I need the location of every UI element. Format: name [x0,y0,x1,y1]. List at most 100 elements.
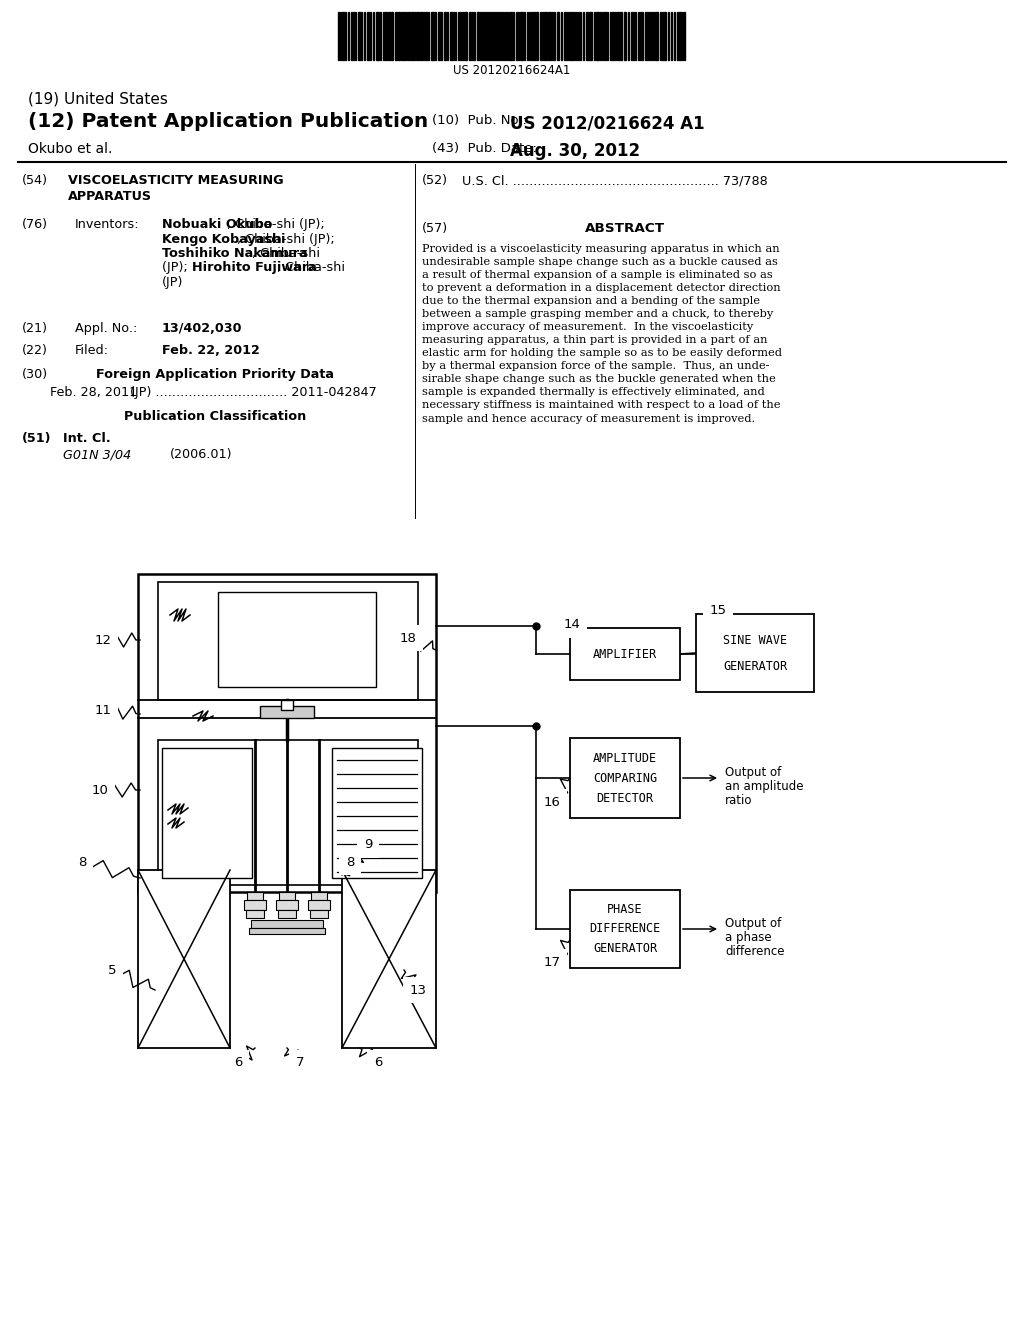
Bar [570,890,680,968]
Text: US 20120216624A1: US 20120216624A1 [454,63,570,77]
Text: G01N 3/04: G01N 3/04 [63,447,131,461]
Text: Toshihiko Nakamura: Toshihiko Nakamura [162,247,307,260]
Bar [376,12,379,59]
Bar [425,12,427,59]
Text: Hirohito Fujiwara: Hirohito Fujiwara [193,261,316,275]
Bar [247,892,263,900]
Bar [388,12,390,59]
Text: Inventors:: Inventors: [75,218,139,231]
Text: (30): (30) [22,368,48,381]
Text: 6: 6 [233,1056,243,1069]
Text: Feb. 22, 2012: Feb. 22, 2012 [162,345,260,356]
Text: 18: 18 [399,631,417,644]
Bar [308,900,330,909]
Bar [403,12,406,59]
Text: 5: 5 [108,964,117,977]
Text: (21): (21) [22,322,48,335]
Bar [438,12,440,59]
Bar [431,12,434,59]
Bar [281,700,293,710]
Text: (22): (22) [22,345,48,356]
Text: (19) United States: (19) United States [28,91,168,106]
Text: 16: 16 [544,796,560,808]
Bar [218,591,376,686]
Bar [564,12,566,59]
Text: ratio: ratio [725,795,753,807]
Bar [279,892,295,900]
Text: an amplitude: an amplitude [725,780,804,793]
Text: (JP) ................................ 2011-042847: (JP) ................................ 20… [130,385,377,399]
Bar [158,741,418,884]
Bar [571,12,573,59]
Text: 7: 7 [296,1056,304,1069]
Text: Nobuaki Okubo: Nobuaki Okubo [162,218,272,231]
Text: 11: 11 [94,704,112,717]
Bar [420,12,422,59]
Text: Provided is a viscoelasticity measuring apparatus in which an
undesirable sample: Provided is a viscoelasticity measuring … [422,244,782,424]
Text: , Chiba-shi (JP);: , Chiba-shi (JP); [237,232,335,246]
Text: COMPARING: COMPARING [593,771,657,784]
Bar [557,12,559,59]
Bar [549,12,551,59]
Text: (JP);: (JP); [162,261,191,275]
Bar [417,12,419,59]
Text: , Chiba-shi: , Chiba-shi [252,247,319,260]
Text: (76): (76) [22,218,48,231]
Bar [332,748,422,878]
Text: Feb. 28, 2011: Feb. 28, 2011 [50,385,137,399]
Text: (54): (54) [22,174,48,187]
Bar [342,870,436,1048]
Bar [162,748,252,878]
Bar [444,12,446,59]
Text: (57): (57) [422,222,449,235]
Text: Appl. No.:: Appl. No.: [75,322,137,335]
Text: (52): (52) [422,174,449,187]
Text: 6: 6 [374,1056,382,1069]
Bar [570,738,680,818]
Text: (12) Patent Application Publication: (12) Patent Application Publication [28,112,428,131]
Text: (10)  Pub. No.:: (10) Pub. No.: [432,114,527,127]
Bar [612,12,614,59]
Bar [589,12,592,59]
Bar [358,12,360,59]
Text: VISCOELASTICITY MEASURING: VISCOELASTICITY MEASURING [68,174,284,187]
Text: GENERATOR: GENERATOR [593,942,657,954]
Text: 8: 8 [346,855,354,869]
Bar [311,892,327,900]
Text: a phase: a phase [725,931,772,944]
Bar [249,928,325,935]
Text: GENERATOR: GENERATOR [723,660,787,672]
Bar [679,12,681,59]
Bar [342,12,344,59]
Bar [251,920,323,928]
Bar [534,12,535,59]
Text: 10: 10 [91,784,109,796]
Text: Publication Classification: Publication Classification [124,411,306,422]
Bar [276,900,298,909]
Text: 15: 15 [710,603,726,616]
Bar [604,12,606,59]
Bar [544,12,546,59]
Text: (51): (51) [22,432,51,445]
Text: Okubo et al.: Okubo et al. [28,143,113,156]
Text: 13: 13 [410,983,427,997]
Text: AMPLIFIER: AMPLIFIER [593,648,657,660]
Bar [158,582,418,700]
Bar [395,12,397,59]
Bar [664,12,666,59]
Text: Output of: Output of [725,917,781,931]
Text: ABSTRACT: ABSTRACT [585,222,665,235]
Bar [624,12,626,59]
Bar [246,909,264,917]
Text: , Chiba-shi (JP);: , Chiba-shi (JP); [227,218,325,231]
Text: 13/402,030: 13/402,030 [162,322,243,335]
Text: Kengo Kobayashi: Kengo Kobayashi [162,232,286,246]
Bar [398,12,400,59]
Text: SINE WAVE: SINE WAVE [723,634,787,647]
Bar [696,614,814,692]
Text: 12: 12 [94,634,112,647]
Text: DETECTOR: DETECTOR [597,792,653,804]
Text: Filed:: Filed: [75,345,109,356]
Text: , Chiba-shi: , Chiba-shi [278,261,345,275]
Bar [310,909,328,917]
